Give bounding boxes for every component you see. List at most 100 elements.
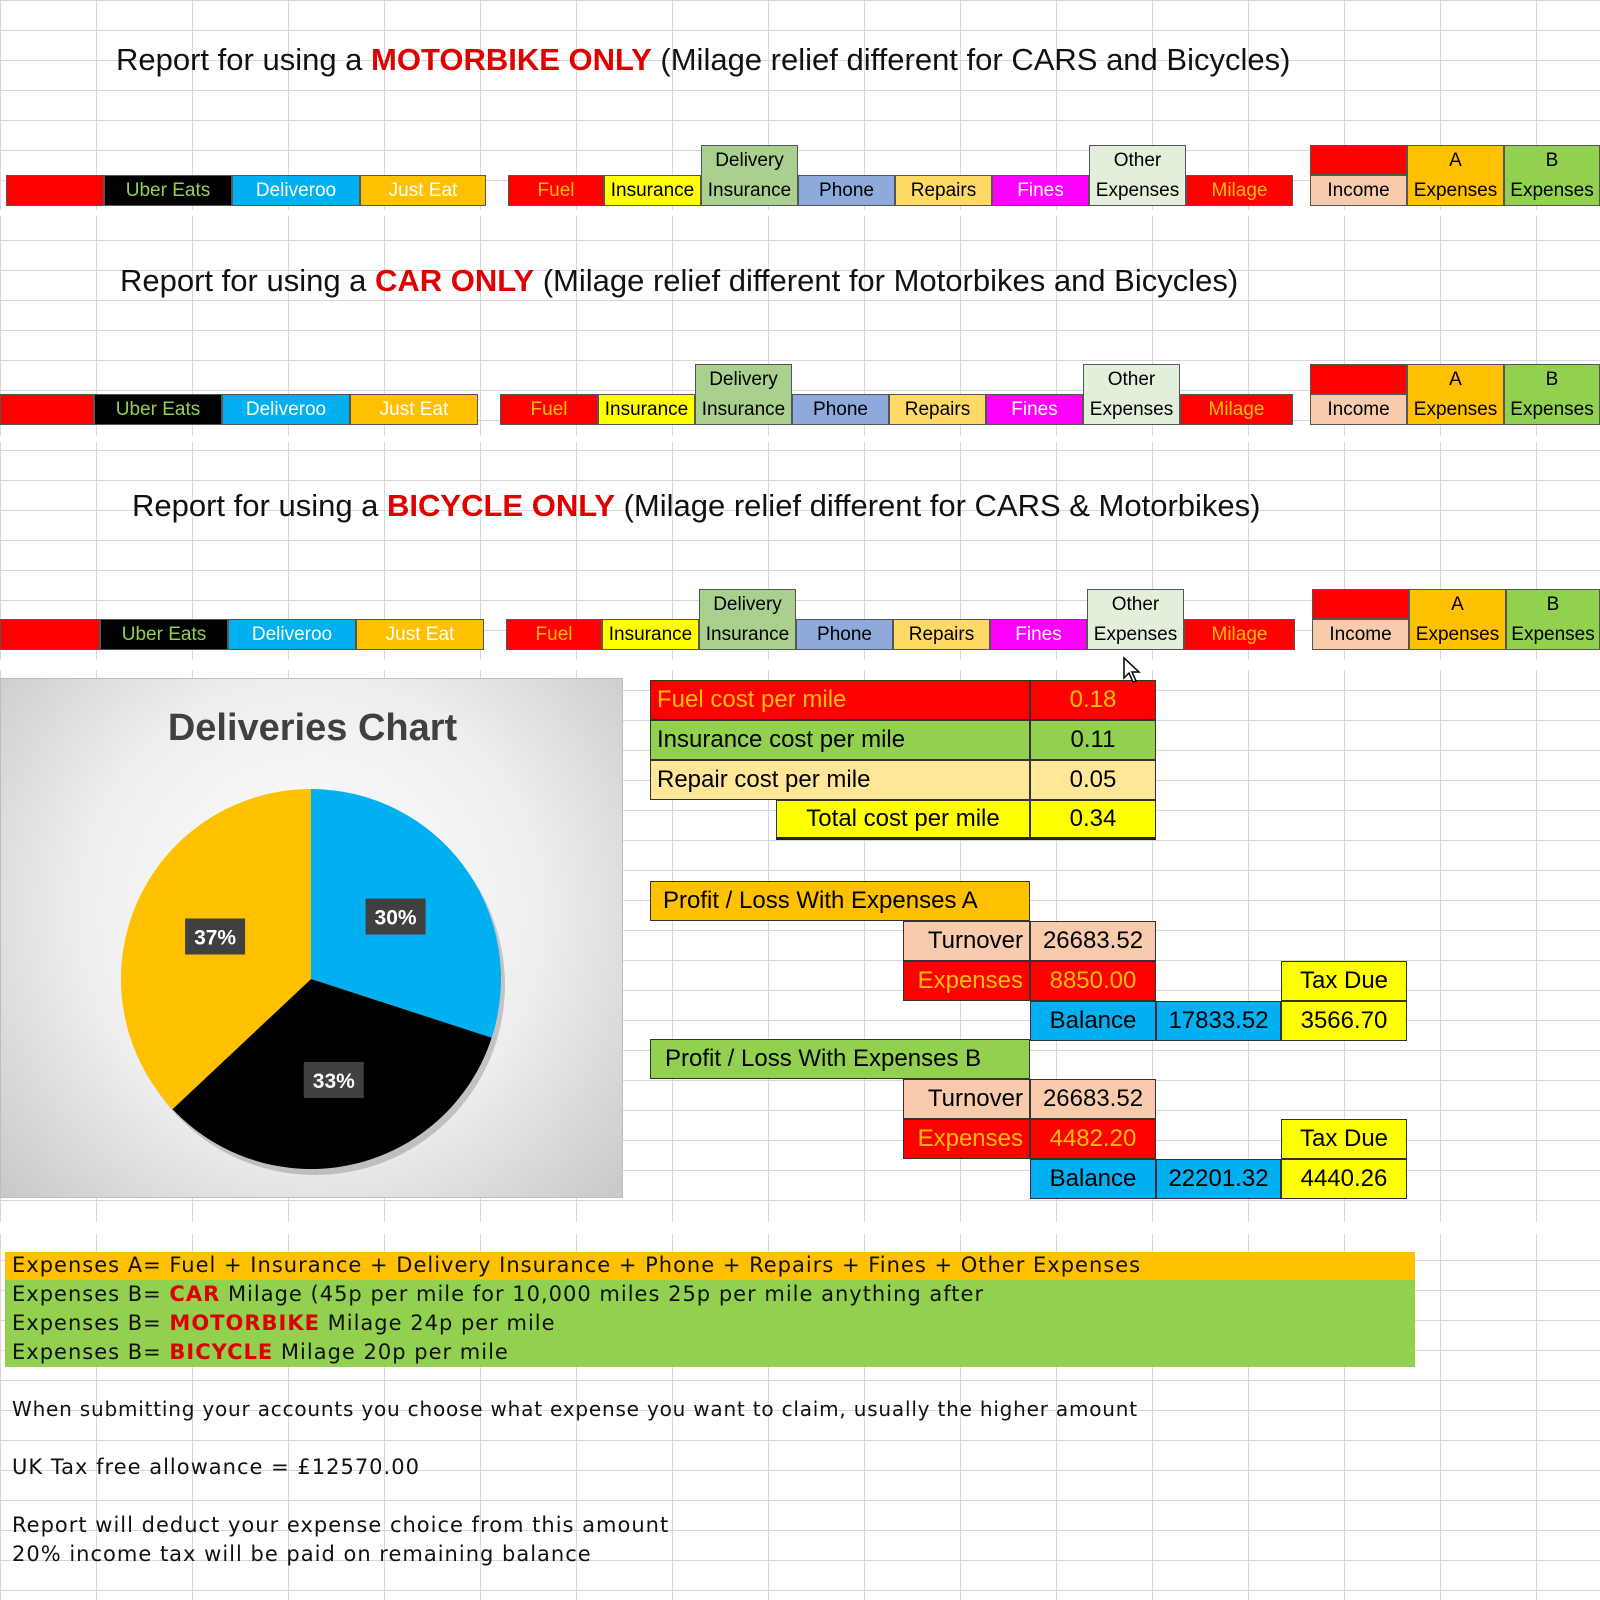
header-b-expenses[interactable]: B Expenses: [1506, 589, 1600, 650]
header-milage[interactable]: Milage: [1184, 619, 1295, 650]
header-deliveroo[interactable]: Deliveroo: [222, 394, 350, 425]
header-delivery-insurance[interactable]: Delivery Insurance: [701, 145, 798, 206]
profit-b-balance-value[interactable]: 22201.32: [1156, 1159, 1281, 1199]
note-expenses-b-motorbike: Expenses B= MOTORBIKE Milage 24p per mil…: [12, 1311, 556, 1335]
pie-label: 37%: [185, 918, 246, 955]
profit-a-heading: Profit / Loss With Expenses A: [650, 881, 1030, 921]
note-expenses-a: Expenses A= Fuel + Insurance + Delivery …: [12, 1253, 1142, 1277]
insurance-cost-label: Insurance cost per mile: [650, 720, 1030, 760]
profit-b-expenses-label: Expenses: [903, 1119, 1030, 1159]
header-uber-eats[interactable]: Uber Eats: [104, 175, 232, 206]
chart-title: Deliveries Chart: [167, 707, 458, 749]
header-fuel[interactable]: Fuel: [500, 394, 598, 425]
header-fines[interactable]: Fines: [992, 175, 1089, 206]
pie-label-box: [365, 898, 426, 935]
pie-label-box: [185, 918, 246, 955]
note-expenses-b-bicycle: Expenses B= BICYCLE Milage 20p per mile: [12, 1340, 509, 1364]
header-b-expenses[interactable]: B Expenses: [1504, 364, 1600, 425]
title-highlight: BICYCLE ONLY: [387, 488, 615, 523]
profit-b-tax-label: Tax Due: [1281, 1119, 1407, 1159]
header-income-top[interactable]: [1310, 145, 1407, 175]
profit-a-balance-label: Balance: [1030, 1001, 1156, 1041]
pie-label-text: 30%: [375, 907, 417, 930]
header-blank-red[interactable]: [0, 394, 94, 425]
profit-a-expenses-label: Expenses: [903, 961, 1030, 1001]
header-deliveroo[interactable]: Deliveroo: [228, 619, 356, 650]
profit-a-turnover-value[interactable]: 26683.52: [1030, 921, 1156, 961]
mouse-cursor-icon: [1123, 656, 1141, 683]
header-delivery-insurance[interactable]: Delivery Insurance: [699, 589, 796, 650]
header-a-expenses[interactable]: A Expenses: [1407, 145, 1504, 206]
header-income[interactable]: Income: [1310, 394, 1407, 425]
header-repairs[interactable]: Repairs: [893, 619, 990, 650]
insurance-cost-value[interactable]: 0.11: [1030, 720, 1156, 760]
profit-b-balance-label: Balance: [1030, 1159, 1156, 1199]
title-highlight: CAR ONLY: [375, 263, 535, 298]
header-insurance[interactable]: Insurance: [604, 175, 701, 206]
title-highlight: MOTORBIKE ONLY: [371, 42, 652, 77]
header-phone[interactable]: Phone: [796, 619, 893, 650]
pie-chart: 30% 33% 37%: [120, 789, 505, 1175]
header-a-expenses[interactable]: A Expenses: [1407, 364, 1504, 425]
header-delivery-insurance[interactable]: Delivery Insurance: [695, 364, 792, 425]
header-income[interactable]: Income: [1312, 619, 1409, 650]
pie-label-text: 37%: [194, 926, 236, 949]
section-title-bicycle: Report for using a BICYCLE ONLY (Milage …: [132, 488, 1261, 523]
header-milage[interactable]: Milage: [1186, 175, 1293, 206]
note-submitting: When submitting your accounts you choose…: [12, 1397, 1138, 1421]
header-income[interactable]: Income: [1310, 175, 1407, 206]
header-insurance[interactable]: Insurance: [602, 619, 699, 650]
header-milage[interactable]: Milage: [1180, 394, 1293, 425]
header-fuel[interactable]: Fuel: [508, 175, 604, 206]
header-income-top[interactable]: [1312, 589, 1409, 619]
note-expenses-b-car: Expenses B= CAR Milage (45p per mile for…: [12, 1282, 985, 1306]
header-just-eat[interactable]: Just Eat: [350, 394, 478, 425]
total-cost-value[interactable]: 0.34: [1030, 800, 1156, 840]
header-other-expenses[interactable]: Other Expenses: [1087, 589, 1184, 650]
header-a-expenses[interactable]: A Expenses: [1409, 589, 1506, 650]
header-blank-red[interactable]: [6, 175, 104, 206]
profit-a-tax-value[interactable]: 3566.70: [1281, 1001, 1407, 1041]
header-fuel[interactable]: Fuel: [506, 619, 602, 650]
profit-a-balance-value[interactable]: 17833.52: [1156, 1001, 1281, 1041]
profit-a-turnover-label: Turnover: [903, 921, 1030, 961]
pie-label-text: 33%: [313, 1070, 355, 1093]
fuel-cost-value[interactable]: 0.18: [1030, 680, 1156, 720]
section-title-motorbike: Report for using a MOTORBIKE ONLY (Milag…: [116, 42, 1291, 77]
header-fines[interactable]: Fines: [986, 394, 1083, 425]
profit-b-expenses-value[interactable]: 4482.20: [1030, 1119, 1156, 1159]
header-b-expenses[interactable]: B Expenses: [1504, 145, 1600, 206]
profit-b-turnover-value[interactable]: 26683.52: [1030, 1079, 1156, 1119]
header-phone[interactable]: Phone: [798, 175, 895, 206]
pie-label: 33%: [303, 1061, 364, 1098]
header-other-expenses[interactable]: Other Expenses: [1089, 145, 1186, 206]
pie-label: 30%: [365, 898, 426, 935]
deliveries-chart[interactable]: Deliveries Chart 30% 33% 37%: [0, 678, 623, 1198]
header-blank-red[interactable]: [0, 619, 100, 650]
profit-b-tax-value[interactable]: 4440.26: [1281, 1159, 1407, 1199]
section-title-car: Report for using a CAR ONLY (Milage reli…: [120, 263, 1239, 298]
note-income-tax: 20% income tax will be paid on remaining…: [12, 1542, 592, 1566]
header-uber-eats[interactable]: Uber Eats: [94, 394, 222, 425]
profit-a-tax-label: Tax Due: [1281, 961, 1407, 1001]
header-just-eat[interactable]: Just Eat: [360, 175, 486, 206]
header-deliveroo[interactable]: Deliveroo: [232, 175, 360, 206]
profit-b-heading: Profit / Loss With Expenses B: [650, 1039, 1030, 1079]
header-repairs[interactable]: Repairs: [889, 394, 986, 425]
header-just-eat[interactable]: Just Eat: [356, 619, 484, 650]
expenses-b-band: [5, 1280, 1415, 1367]
header-insurance[interactable]: Insurance: [598, 394, 695, 425]
header-phone[interactable]: Phone: [792, 394, 889, 425]
note-deduct: Report will deduct your expense choice f…: [12, 1513, 670, 1537]
header-income-top[interactable]: [1310, 364, 1407, 394]
profit-a-expenses-value[interactable]: 8850.00: [1030, 961, 1156, 1001]
expenses-a-band: [5, 1252, 1415, 1280]
profit-b-turnover-label: Turnover: [903, 1079, 1030, 1119]
header-fines[interactable]: Fines: [990, 619, 1087, 650]
header-repairs[interactable]: Repairs: [895, 175, 992, 206]
pie-label-box: [303, 1061, 364, 1098]
total-cost-label: Total cost per mile: [776, 800, 1030, 840]
header-other-expenses[interactable]: Other Expenses: [1083, 364, 1180, 425]
repair-cost-value[interactable]: 0.05: [1030, 760, 1156, 800]
header-uber-eats[interactable]: Uber Eats: [100, 619, 228, 650]
